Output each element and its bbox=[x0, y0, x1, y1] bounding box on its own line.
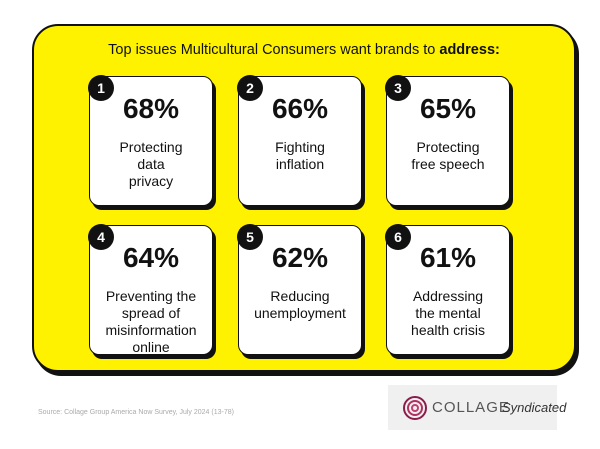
label: Fighting inflation bbox=[239, 139, 361, 173]
label-line: free speech bbox=[411, 156, 485, 172]
rank-badge: 1 bbox=[88, 75, 114, 101]
label-line: health crisis bbox=[411, 322, 485, 338]
card: 2 66% Fighting inflation bbox=[237, 75, 362, 206]
card: 4 64% Preventing the spread of misinformatio… bbox=[88, 224, 213, 356]
source: Source: Collage Group America Now Survey… bbox=[38, 409, 234, 416]
rank-badge: 2 bbox=[237, 75, 263, 101]
rank-badge: 4 bbox=[88, 224, 114, 250]
rank-badge: 5 bbox=[237, 224, 263, 250]
percent: 62% bbox=[271, 242, 329, 273]
label-line: spread of bbox=[121, 305, 181, 321]
brand-tag: Syndicated bbox=[502, 400, 567, 415]
logo-mark bbox=[403, 396, 427, 420]
label-line: unemployment bbox=[254, 305, 346, 321]
label-line: Preventing the bbox=[105, 288, 197, 304]
label: Reducing unemployment bbox=[239, 288, 361, 322]
label-line: Protecting bbox=[416, 139, 480, 155]
percent: 65% bbox=[419, 93, 477, 124]
brand: COLLAGE bbox=[432, 399, 510, 416]
title-bold: address: bbox=[439, 42, 500, 58]
title: Top issues Multicultural Consumers want … bbox=[34, 42, 574, 58]
card: 3 65% Protecting free speech bbox=[385, 75, 510, 206]
percent: 66% bbox=[271, 93, 329, 124]
label-line: online bbox=[132, 339, 170, 355]
label-line: data bbox=[137, 156, 165, 172]
percent: 64% bbox=[122, 242, 180, 273]
label-line: Addressing bbox=[412, 288, 484, 304]
label-line: privacy bbox=[128, 173, 174, 189]
logo: COLLAGE Syndicated bbox=[388, 385, 566, 430]
percent: 68% bbox=[122, 93, 180, 124]
rank-badge: 6 bbox=[385, 224, 411, 250]
label-line: Fighting bbox=[275, 139, 325, 155]
title-text: Top issues Multicultural Consumers want … bbox=[108, 42, 436, 58]
label: Preventing the spread of misinformation onl… bbox=[90, 288, 212, 356]
card: 6 61% Addressing the mental health crisis bbox=[385, 224, 510, 355]
card: 5 62% Reducing unemployment bbox=[237, 224, 362, 355]
label-line: Protecting bbox=[119, 139, 183, 155]
label-line: misinformation bbox=[105, 322, 197, 338]
label-line: inflation bbox=[275, 156, 325, 172]
label: Protecting free speech bbox=[387, 139, 509, 173]
label: Addressing the mental health crisis bbox=[387, 288, 509, 339]
label-line: Reducing bbox=[270, 288, 330, 304]
card: 1 68% Protecting data privacy bbox=[88, 75, 213, 206]
rank-badge: 3 bbox=[385, 75, 411, 101]
label: Protecting data privacy bbox=[90, 139, 212, 190]
panel: Top issues Multicultural Consumers want … bbox=[32, 24, 576, 372]
label-line: the mental bbox=[415, 305, 481, 321]
percent: 61% bbox=[419, 242, 477, 273]
